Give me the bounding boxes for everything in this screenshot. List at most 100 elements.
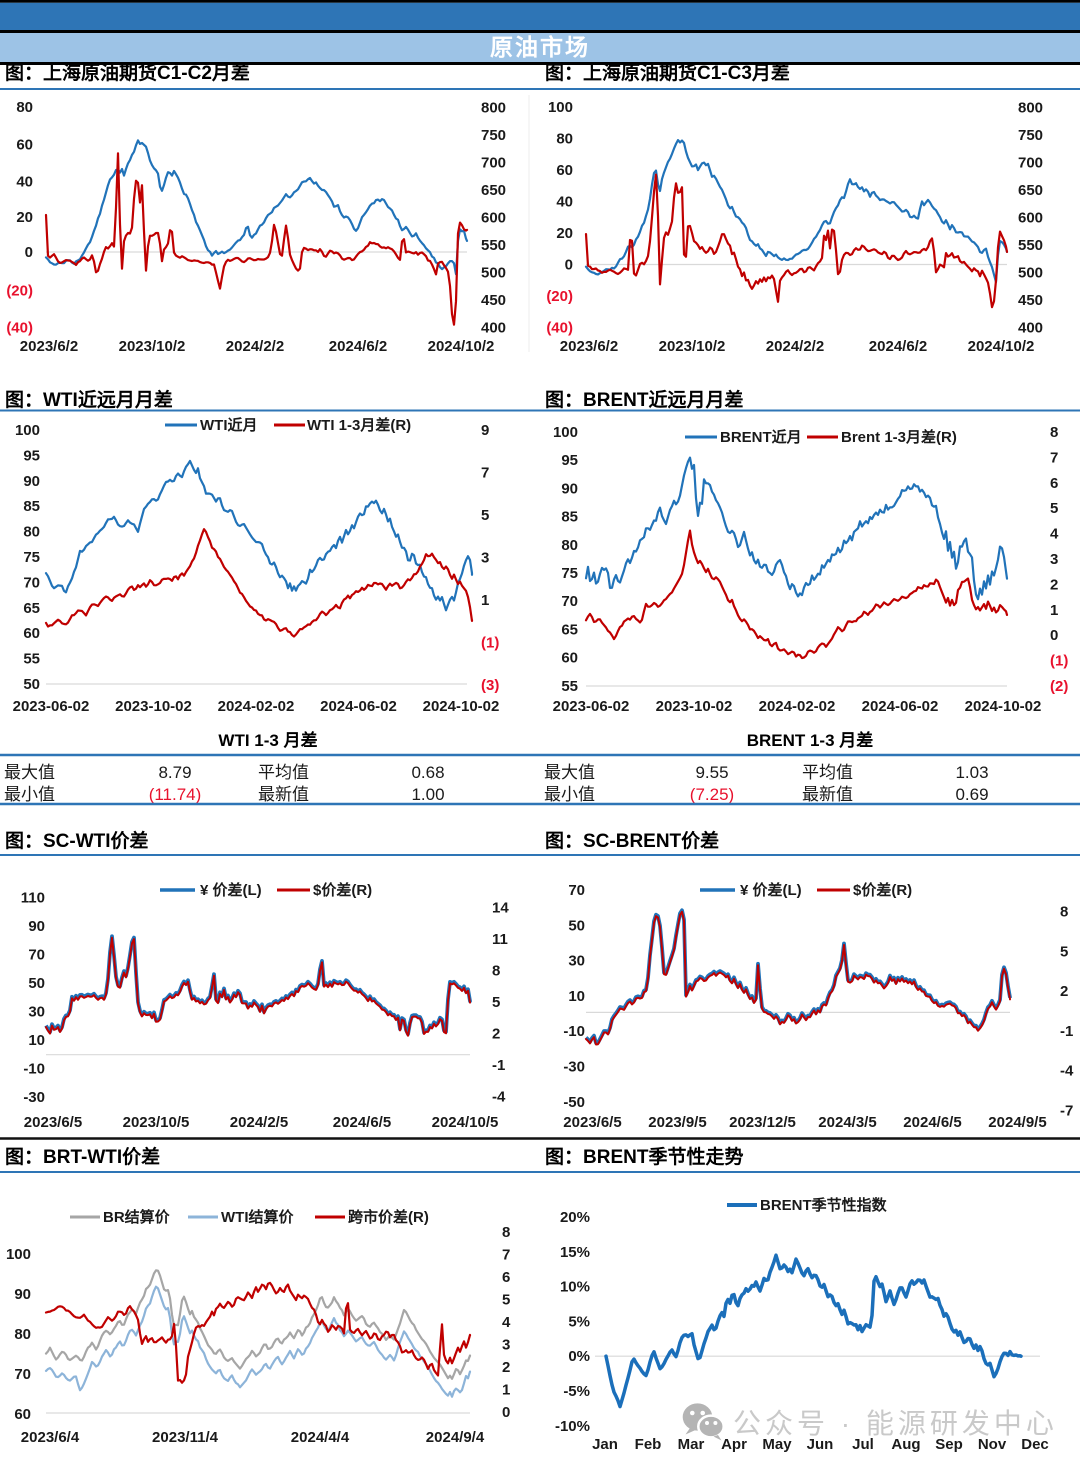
svg-text:15%: 15% [560, 1244, 590, 1261]
svg-text:2: 2 [492, 1026, 500, 1043]
svg-text:2024/6/5: 2024/6/5 [333, 1114, 391, 1131]
svg-text:(40): (40) [6, 320, 33, 337]
svg-text:-10%: -10% [555, 1418, 590, 1435]
svg-text:40: 40 [556, 194, 573, 211]
svg-text:0.68: 0.68 [411, 763, 444, 782]
svg-text:90: 90 [23, 473, 40, 490]
svg-text:WTI 1-3 月差: WTI 1-3 月差 [218, 730, 317, 750]
svg-text:-4: -4 [492, 1089, 506, 1106]
svg-text:2023/10/2: 2023/10/2 [659, 338, 726, 355]
svg-text:8: 8 [492, 963, 500, 980]
svg-text:(3): (3) [481, 677, 499, 694]
svg-text:10: 10 [568, 988, 585, 1005]
svg-text:0: 0 [565, 257, 573, 274]
svg-text:2023-10-02: 2023-10-02 [656, 698, 733, 715]
svg-text:2: 2 [502, 1359, 510, 1376]
svg-text:-4: -4 [1060, 1063, 1074, 1080]
svg-text:-10: -10 [23, 1061, 45, 1078]
svg-text:2023/11/4: 2023/11/4 [152, 1429, 219, 1446]
svg-text:30: 30 [568, 953, 585, 970]
svg-text:2023/10/5: 2023/10/5 [123, 1114, 190, 1131]
svg-text:60: 60 [23, 625, 40, 642]
svg-text:85: 85 [561, 509, 578, 526]
svg-text:(1): (1) [481, 635, 499, 652]
svg-text:700: 700 [481, 155, 506, 172]
svg-text:2023/6/2: 2023/6/2 [560, 338, 618, 355]
svg-text:最小值: 最小值 [4, 785, 55, 804]
svg-text:(7.25): (7.25) [690, 785, 734, 804]
svg-text:8: 8 [1060, 904, 1068, 921]
svg-text:65: 65 [23, 600, 40, 617]
svg-text:7: 7 [502, 1247, 510, 1264]
svg-text:750: 750 [1018, 127, 1043, 144]
svg-text:0%: 0% [568, 1348, 590, 1365]
svg-text:550: 550 [481, 237, 506, 254]
svg-text:2024/4/4: 2024/4/4 [291, 1429, 350, 1446]
svg-text:9: 9 [481, 422, 489, 439]
svg-text:WTI结算价: WTI结算价 [221, 1208, 294, 1226]
svg-text:11: 11 [492, 931, 508, 948]
svg-text:图：SC-BRENT价差: 图：SC-BRENT价差 [545, 829, 719, 852]
svg-text:2023/6/5: 2023/6/5 [563, 1114, 621, 1131]
svg-text:$价差(R): $价差(R) [853, 881, 912, 899]
svg-text:70: 70 [14, 1366, 31, 1383]
svg-text:110: 110 [21, 890, 45, 907]
svg-text:BRENT季节性指数: BRENT季节性指数 [760, 1196, 888, 1214]
svg-text:6: 6 [502, 1269, 510, 1286]
svg-text:Jan: Jan [592, 1436, 618, 1453]
svg-text:3: 3 [502, 1337, 510, 1354]
svg-text:2024/10/2: 2024/10/2 [968, 338, 1035, 355]
svg-text:-30: -30 [563, 1059, 585, 1076]
svg-text:BR结算价: BR结算价 [103, 1208, 171, 1226]
svg-text:14: 14 [492, 900, 509, 917]
svg-text:10: 10 [28, 1032, 45, 1049]
svg-text:May: May [762, 1436, 792, 1453]
svg-text:20: 20 [556, 225, 573, 242]
svg-text:-1: -1 [492, 1057, 505, 1074]
svg-text:50: 50 [568, 917, 585, 934]
svg-text:(2): (2) [1050, 678, 1068, 695]
svg-text:Apr: Apr [721, 1436, 747, 1453]
svg-text:2023-06-02: 2023-06-02 [553, 698, 630, 715]
svg-text:图：BRENT季节性走势: 图：BRENT季节性走势 [545, 1145, 743, 1168]
svg-text:最新值: 最新值 [258, 785, 309, 804]
svg-text:550: 550 [1018, 237, 1043, 254]
svg-text:60: 60 [16, 136, 33, 153]
svg-text:9.55: 9.55 [695, 763, 728, 782]
svg-text:5: 5 [492, 994, 500, 1011]
svg-text:WTI 1-3月差(R): WTI 1-3月差(R) [307, 416, 411, 434]
svg-text:20%: 20% [560, 1209, 590, 1226]
svg-text:2023/6/4: 2023/6/4 [21, 1429, 80, 1446]
svg-text:65: 65 [561, 621, 578, 638]
svg-text:2023-10-02: 2023-10-02 [115, 698, 192, 715]
svg-text:450: 450 [1018, 292, 1043, 309]
svg-text:Sep: Sep [935, 1436, 963, 1453]
svg-text:3: 3 [481, 550, 489, 567]
svg-text:4: 4 [502, 1314, 511, 1331]
svg-text:(1): (1) [1050, 653, 1068, 670]
svg-text:2024/2/2: 2024/2/2 [766, 338, 824, 355]
svg-text:-10: -10 [563, 1023, 585, 1040]
svg-text:-5%: -5% [563, 1383, 590, 1400]
svg-text:图：WTI近远月月差: 图：WTI近远月月差 [5, 388, 173, 411]
svg-text:500: 500 [481, 265, 506, 282]
svg-text:30: 30 [28, 1004, 45, 1021]
svg-text:700: 700 [1018, 155, 1043, 172]
svg-text:7: 7 [1050, 449, 1058, 466]
svg-text:图：BRENT近远月月差: 图：BRENT近远月月差 [545, 388, 743, 411]
svg-text:Feb: Feb [635, 1436, 662, 1453]
svg-text:450: 450 [481, 292, 506, 309]
svg-text:5: 5 [502, 1292, 510, 1309]
svg-text:400: 400 [481, 320, 506, 337]
svg-text:$价差(R): $价差(R) [313, 881, 372, 899]
svg-text:2024/9/5: 2024/9/5 [988, 1114, 1046, 1131]
svg-text:Nov: Nov [978, 1436, 1007, 1453]
svg-text:55: 55 [23, 651, 40, 668]
svg-text:8: 8 [1050, 424, 1058, 441]
svg-text:-50: -50 [563, 1094, 585, 1111]
svg-text:800: 800 [481, 100, 506, 117]
svg-text:图：SC-WTI价差: 图：SC-WTI价差 [5, 829, 149, 852]
svg-text:2023/12/5: 2023/12/5 [729, 1114, 796, 1131]
svg-text:7: 7 [481, 465, 489, 482]
svg-text:600: 600 [481, 210, 506, 227]
